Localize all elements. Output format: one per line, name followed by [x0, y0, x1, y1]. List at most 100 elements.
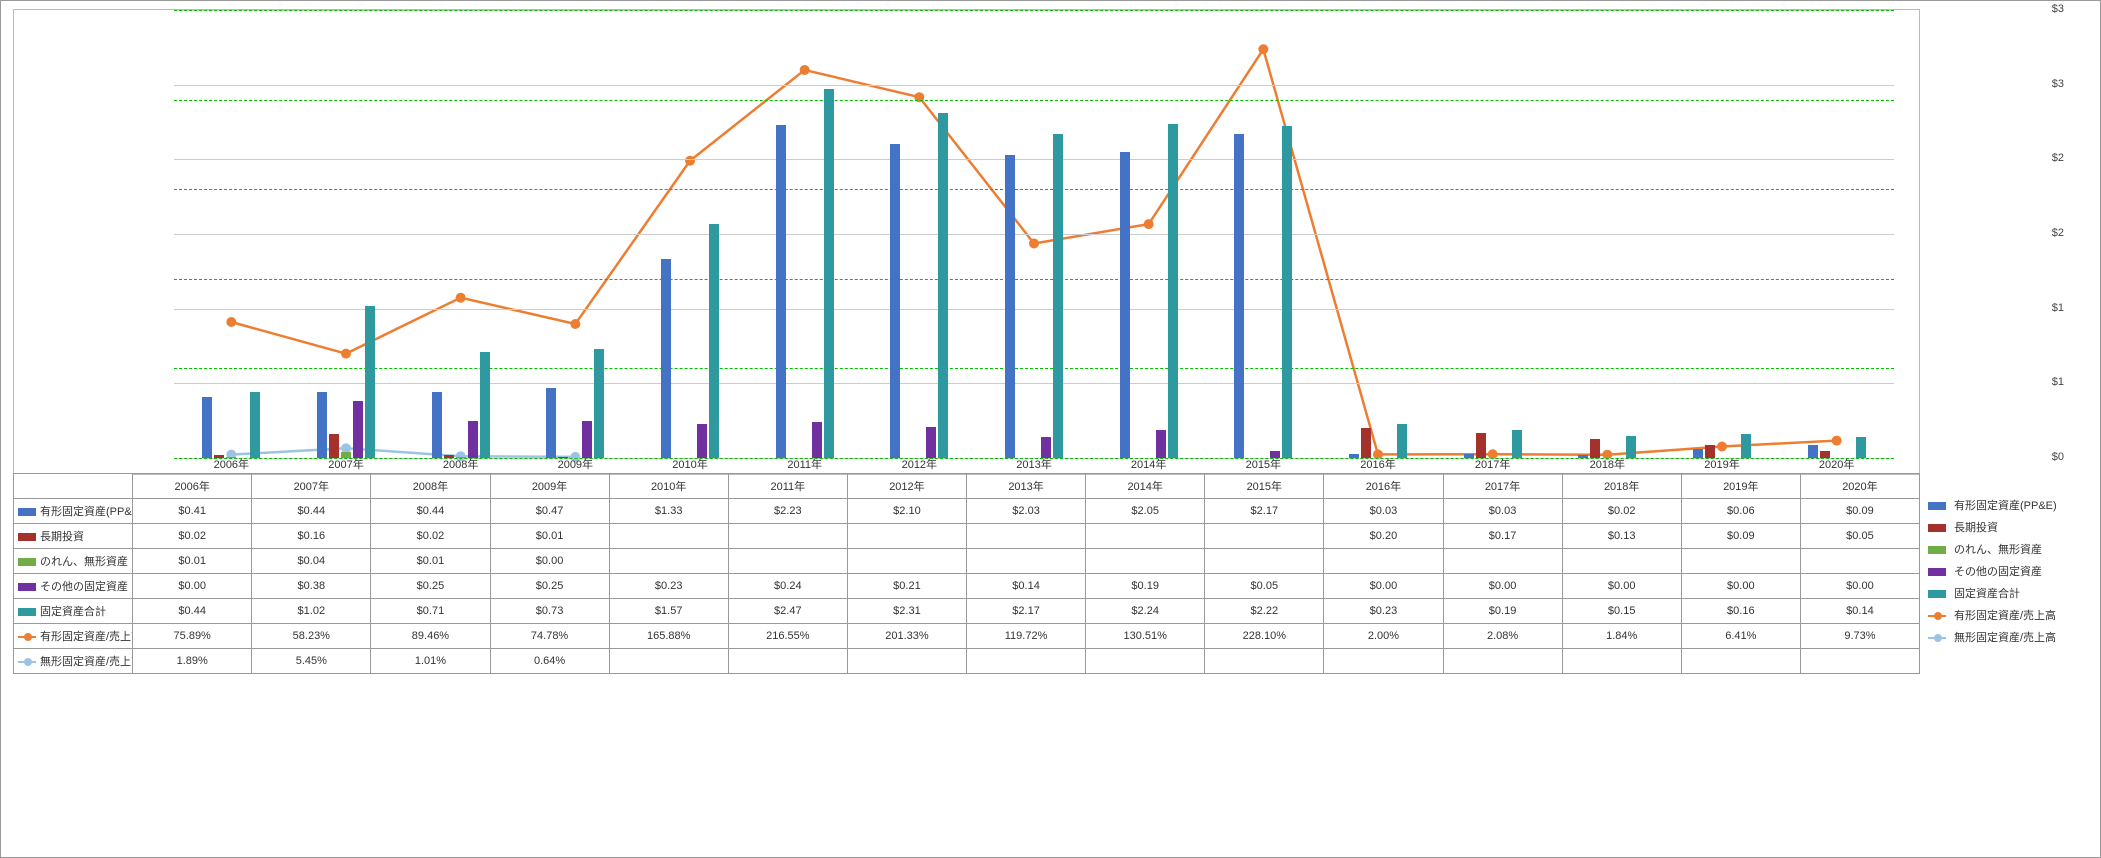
swatch-s6 [18, 661, 36, 663]
marker-s5 [1717, 442, 1727, 452]
cell: $0.25 [371, 574, 490, 599]
cell: $1.57 [609, 599, 728, 624]
bar-s4 [1512, 430, 1522, 458]
col-header: 2012年 [847, 474, 966, 499]
bar-s0 [890, 144, 900, 458]
bar-s3 [1270, 451, 1280, 458]
bar-s4 [1282, 126, 1292, 458]
cell: $2.10 [847, 499, 966, 524]
chart-area: $0$1$1$2$2$3$30.00%50.00%100.00%150.00%2… [13, 9, 1920, 475]
cell [1205, 649, 1324, 674]
cell: 228.10% [1205, 624, 1324, 649]
bar-s0 [202, 397, 212, 458]
category-label: 2020年 [1797, 456, 1877, 472]
cell: $0.71 [371, 599, 490, 624]
cell [609, 549, 728, 574]
bar-s1 [214, 455, 224, 458]
col-header: 2018年 [1562, 474, 1681, 499]
cell [1324, 649, 1443, 674]
col-header: 2019年 [1681, 474, 1800, 499]
col-header: 2006年 [133, 474, 252, 499]
bar-s0 [661, 259, 671, 458]
bar-s4 [1168, 124, 1178, 459]
cell: $0.20 [1324, 524, 1443, 549]
cell: 119.72% [967, 624, 1086, 649]
cell: $0.04 [252, 549, 371, 574]
col-header: 2020年 [1800, 474, 1919, 499]
marker-s5 [341, 349, 351, 359]
y-left-tick: $2 [2052, 227, 2064, 239]
cell: $0.16 [1681, 599, 1800, 624]
y-left-tick: $0 [2052, 451, 2064, 463]
col-header: 2010年 [609, 474, 728, 499]
cell: $0.01 [490, 524, 609, 549]
cell: $0.44 [371, 499, 490, 524]
cell: $0.73 [490, 599, 609, 624]
legend-item-s4: 固定資産合計 [1928, 583, 2092, 605]
bar-s1 [329, 434, 339, 458]
cell [847, 524, 966, 549]
legend-item-s1: 長期投資 [1928, 517, 2092, 539]
bar-s3 [1156, 430, 1166, 458]
marker-s5 [1144, 219, 1154, 229]
cell: 89.46% [371, 624, 490, 649]
category-label: 2009年 [535, 456, 615, 472]
bar-s3 [1041, 437, 1051, 458]
cell [1324, 549, 1443, 574]
category-label: 2012年 [879, 456, 959, 472]
cell: $0.06 [1681, 499, 1800, 524]
legend-label: 長期投資 [1954, 517, 1998, 539]
bar-s3 [468, 421, 478, 458]
cell: $0.05 [1205, 574, 1324, 599]
cell: $2.22 [1205, 599, 1324, 624]
row-header-s0: 有形固定資産(PP&E) [14, 499, 133, 524]
marker-s5 [1029, 238, 1039, 248]
cell [1443, 549, 1562, 574]
bar-s0 [1464, 454, 1474, 458]
col-header: 2017年 [1443, 474, 1562, 499]
bar-s2 [341, 452, 351, 458]
category-label: 2008年 [421, 456, 501, 472]
cell [1800, 649, 1919, 674]
y-left-tick: $3 [2052, 78, 2064, 90]
cell: $2.31 [847, 599, 966, 624]
category-label: 2017年 [1453, 456, 1533, 472]
cell: 2.08% [1443, 624, 1562, 649]
swatch-s5 [18, 636, 36, 638]
marker-s5 [1258, 44, 1268, 54]
cell: $0.00 [133, 574, 252, 599]
swatch-s3 [1928, 568, 1946, 576]
cell: 74.78% [490, 624, 609, 649]
cell: $2.17 [1205, 499, 1324, 524]
row-header-s1: 長期投資 [14, 524, 133, 549]
category-label: 2016年 [1338, 456, 1418, 472]
cell: 9.73% [1800, 624, 1919, 649]
category-label: 2011年 [765, 456, 845, 472]
cell: 216.55% [728, 624, 847, 649]
cell: $0.17 [1443, 524, 1562, 549]
cell: $0.09 [1800, 499, 1919, 524]
chart-container: $0$1$1$2$2$3$30.00%50.00%100.00%150.00%2… [0, 0, 2101, 858]
category-label: 2007年 [306, 456, 386, 472]
cell: $1.33 [609, 499, 728, 524]
bar-s0 [1578, 455, 1588, 458]
legend-item-s2: のれん、無形資産 [1928, 539, 2092, 561]
cell [1562, 549, 1681, 574]
cell: $2.03 [967, 499, 1086, 524]
category-label: 2014年 [1109, 456, 1189, 472]
cell: 130.51% [1086, 624, 1205, 649]
marker-s5 [685, 156, 695, 166]
cell: $0.19 [1086, 574, 1205, 599]
cell [847, 549, 966, 574]
category-label: 2015年 [1223, 456, 1303, 472]
cell [1681, 549, 1800, 574]
cell: $2.23 [728, 499, 847, 524]
bar-s2 [456, 457, 466, 458]
bar-s0 [1693, 449, 1703, 458]
marker-s5 [226, 317, 236, 327]
cell: $0.00 [1681, 574, 1800, 599]
cell: $0.41 [133, 499, 252, 524]
bar-s1 [444, 455, 454, 458]
data-table-area: 2006年2007年2008年2009年2010年2011年2012年2013年… [13, 473, 1920, 674]
col-header: 2013年 [967, 474, 1086, 499]
